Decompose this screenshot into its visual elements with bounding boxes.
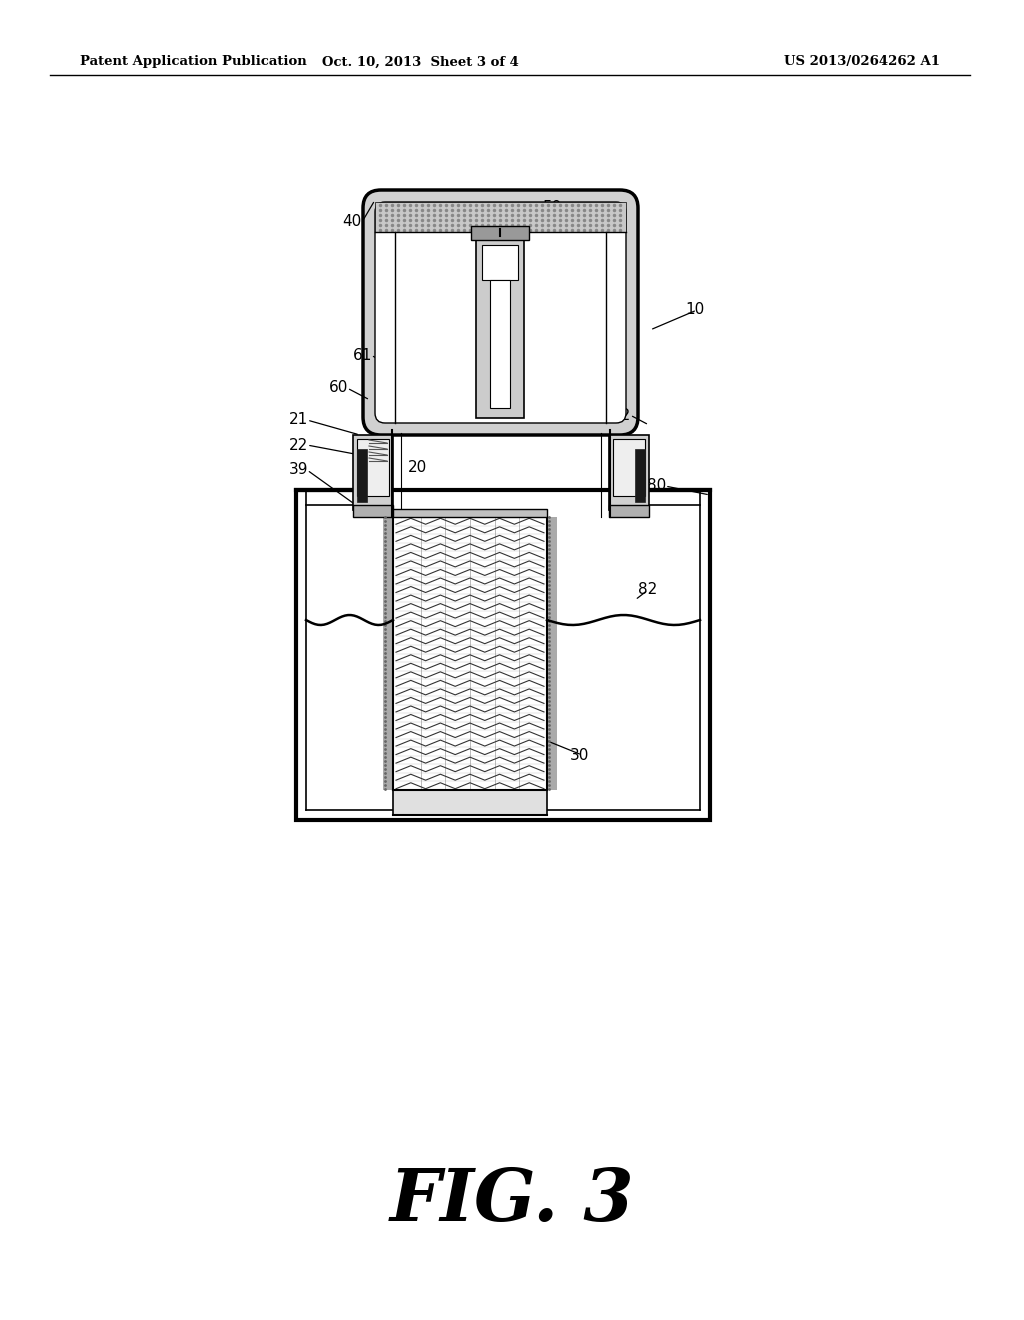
Text: 85: 85 — [620, 454, 639, 470]
Bar — [609, 506, 649, 517]
Text: Patent Application Publication: Patent Application Publication — [80, 55, 307, 69]
Bar — [393, 517, 547, 789]
Bar — [471, 226, 529, 240]
Bar — [490, 280, 510, 408]
Bar — [383, 517, 557, 789]
Text: 35: 35 — [380, 310, 399, 326]
Text: US 2013/0264262 A1: US 2013/0264262 A1 — [784, 55, 940, 69]
Text: 10: 10 — [685, 302, 705, 318]
Bar — [635, 449, 645, 502]
Bar — [357, 440, 389, 496]
Bar — [353, 436, 393, 510]
Text: 61: 61 — [353, 347, 373, 363]
Text: 80: 80 — [647, 479, 667, 494]
Text: 39: 39 — [289, 462, 308, 478]
Bar — [357, 449, 367, 502]
Text: 82: 82 — [638, 582, 657, 598]
Bar — [393, 510, 547, 517]
Text: 50: 50 — [543, 201, 562, 215]
Bar — [482, 246, 518, 280]
Bar — [613, 440, 645, 496]
Text: 22: 22 — [289, 437, 308, 453]
Text: 21: 21 — [289, 412, 308, 428]
Text: Oct. 10, 2013  Sheet 3 of 4: Oct. 10, 2013 Sheet 3 of 4 — [322, 55, 518, 69]
Text: 40: 40 — [342, 214, 361, 230]
Bar — [393, 789, 547, 814]
Bar — [609, 436, 649, 510]
Bar — [296, 490, 710, 820]
Bar — [353, 506, 393, 517]
Text: 20: 20 — [408, 461, 427, 475]
Text: 84: 84 — [620, 437, 639, 453]
FancyBboxPatch shape — [375, 202, 626, 422]
Bar — [375, 202, 626, 232]
FancyBboxPatch shape — [362, 190, 638, 436]
Bar — [476, 240, 524, 418]
Text: 30: 30 — [570, 747, 590, 763]
Text: FIG. 3: FIG. 3 — [390, 1164, 634, 1236]
Text: 22: 22 — [612, 408, 631, 422]
Text: 60: 60 — [329, 380, 348, 396]
